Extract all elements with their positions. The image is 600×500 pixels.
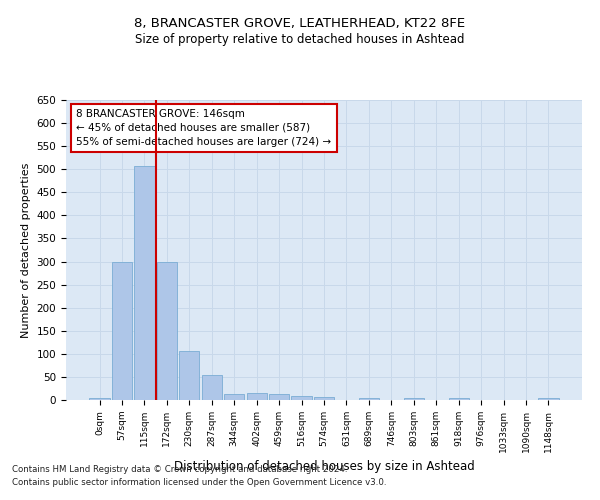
- Bar: [292, 396, 311, 400]
- Text: Contains HM Land Registry data © Crown copyright and database right 2024.: Contains HM Land Registry data © Crown c…: [12, 466, 347, 474]
- Text: 8, BRANCASTER GROVE, LEATHERHEAD, KT22 8FE: 8, BRANCASTER GROVE, LEATHERHEAD, KT22 8…: [134, 18, 466, 30]
- Bar: [247, 393, 267, 400]
- Y-axis label: Number of detached properties: Number of detached properties: [21, 162, 31, 338]
- X-axis label: Distribution of detached houses by size in Ashtead: Distribution of detached houses by size …: [173, 460, 475, 473]
- Bar: [134, 166, 155, 400]
- Text: Contains public sector information licensed under the Open Government Licence v3: Contains public sector information licen…: [12, 478, 386, 487]
- Bar: [179, 350, 199, 400]
- Bar: [89, 398, 110, 400]
- Bar: [269, 394, 289, 400]
- Bar: [538, 398, 559, 400]
- Text: Size of property relative to detached houses in Ashtead: Size of property relative to detached ho…: [135, 32, 465, 46]
- Bar: [157, 262, 177, 400]
- Bar: [404, 398, 424, 400]
- Bar: [314, 397, 334, 400]
- Bar: [112, 262, 132, 400]
- Bar: [359, 398, 379, 400]
- Bar: [202, 375, 222, 400]
- Bar: [449, 398, 469, 400]
- Text: 8 BRANCASTER GROVE: 146sqm
← 45% of detached houses are smaller (587)
55% of sem: 8 BRANCASTER GROVE: 146sqm ← 45% of deta…: [76, 109, 331, 147]
- Bar: [224, 394, 244, 400]
